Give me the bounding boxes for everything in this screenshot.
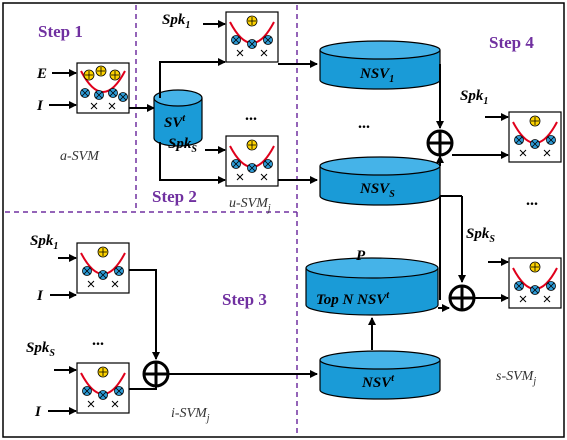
input-e: E bbox=[36, 66, 47, 82]
top-n-label: Top N NSVt bbox=[316, 290, 390, 308]
step1-label: Step 1 bbox=[38, 22, 83, 41]
a-svm-caption: a-SVM bbox=[60, 149, 100, 164]
sv-store: SVt bbox=[153, 89, 203, 147]
nsv-t-store: NSVt bbox=[319, 350, 441, 400]
combine-plus-bottom bbox=[448, 284, 476, 312]
i-svm-1-plot bbox=[76, 242, 130, 294]
input-i-bot: I bbox=[34, 404, 42, 420]
ellipsis-step4: ... bbox=[526, 192, 538, 209]
combine-plus-step3 bbox=[142, 360, 170, 388]
s-svm-s-plot bbox=[508, 257, 562, 309]
spk1-step2: Spk1 bbox=[162, 12, 190, 31]
nsv-s-store: NSVS bbox=[319, 156, 441, 206]
sv-label: SVt bbox=[164, 113, 186, 131]
spk1-step3: Spk1 bbox=[30, 233, 58, 252]
nsv-t-label: NSVt bbox=[361, 373, 395, 391]
nsv-1-store: NSV1 bbox=[319, 40, 441, 90]
u-svm-caption: u-SVMj bbox=[229, 196, 271, 214]
i-svm-s-plot bbox=[76, 362, 130, 414]
spk1-step4: Spk1 bbox=[460, 88, 488, 107]
u-svm-s-plot bbox=[225, 135, 279, 187]
ellipsis-nsv: ... bbox=[358, 115, 370, 132]
step3-label: Step 3 bbox=[222, 290, 267, 309]
ellipsis-step3: ... bbox=[92, 332, 104, 349]
step4-label: Step 4 bbox=[489, 33, 534, 52]
input-i-mid: I bbox=[36, 288, 44, 304]
s-svm-caption: s-SVMj bbox=[496, 369, 536, 387]
spks-step2: SpkS bbox=[168, 136, 197, 155]
u-svm-1-plot bbox=[225, 11, 279, 63]
combine-plus-top bbox=[426, 129, 454, 157]
i-svm-caption: i-SVMj bbox=[171, 406, 210, 424]
input-i-top: I bbox=[36, 98, 44, 114]
p-label: P bbox=[356, 248, 366, 264]
s-svm-1-plot bbox=[508, 111, 562, 163]
spks-step3: SpkS bbox=[26, 340, 55, 359]
top-n-nsv-store: Top N NSVt bbox=[305, 257, 439, 316]
step2-label: Step 2 bbox=[152, 187, 197, 206]
spks-step4: SpkS bbox=[466, 226, 495, 245]
nsv-s-label: NSVS bbox=[359, 181, 395, 200]
ellipsis-step2: ... bbox=[245, 107, 257, 124]
a-svm-plot bbox=[76, 62, 130, 114]
nsv-1-label: NSV1 bbox=[359, 66, 394, 85]
